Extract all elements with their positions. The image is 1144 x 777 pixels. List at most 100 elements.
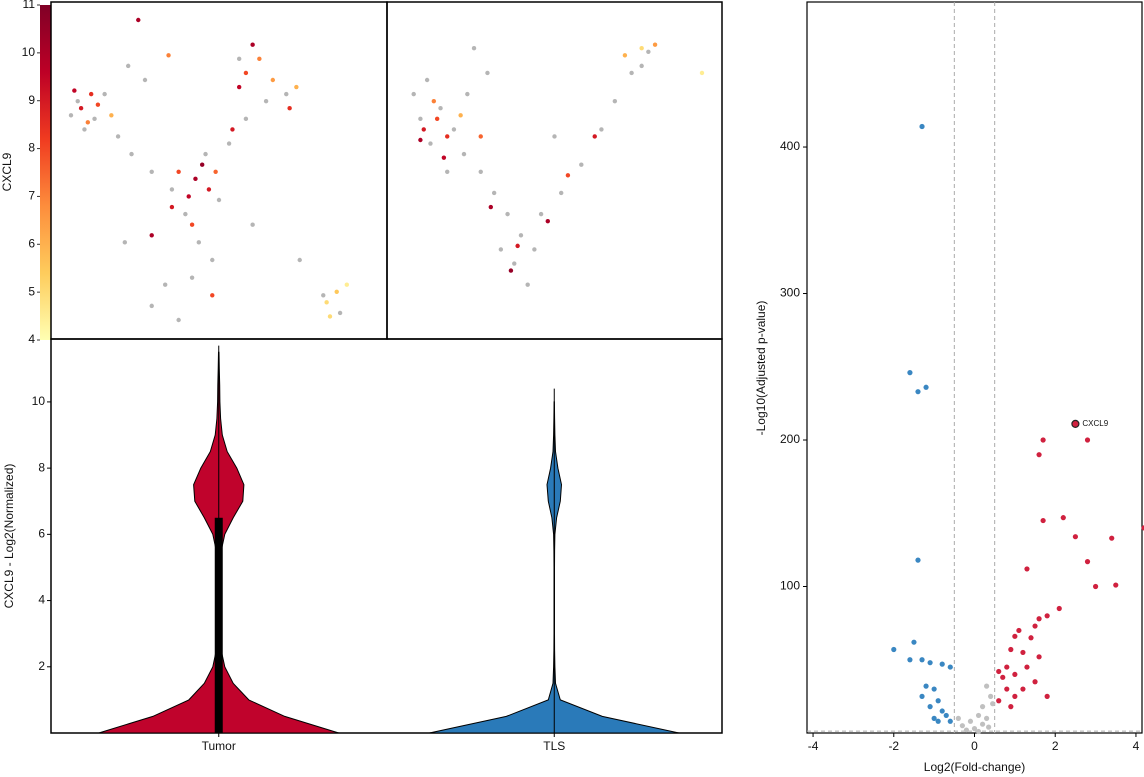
y-tick-label: 200 (780, 432, 800, 446)
gene-point (1084, 559, 1091, 565)
gene-point (959, 723, 965, 729)
gene-point (1024, 664, 1030, 670)
cell-point (532, 247, 537, 252)
gene-point (971, 726, 978, 732)
cell-point (445, 169, 450, 174)
cell-point (337, 310, 343, 316)
cell-point (166, 53, 171, 58)
colorbar-tick-label: 4 (28, 332, 35, 346)
gene-point (911, 639, 917, 645)
gene-point (939, 661, 945, 667)
x-axis-label: Log2(Fold-change) (924, 760, 1025, 774)
cell-point (538, 211, 544, 217)
cell-point (230, 127, 235, 132)
gene-point (1113, 582, 1119, 588)
gene-point (1040, 517, 1046, 524)
gene-point (907, 657, 913, 663)
cell-point (85, 120, 91, 125)
colorbar-tick-label: 10 (22, 45, 36, 59)
cell-point (431, 98, 437, 104)
cell-point (344, 282, 350, 287)
y-tick-label: 300 (780, 286, 800, 300)
cell-point (508, 268, 514, 273)
colorbar-tick-label: 5 (28, 284, 35, 298)
umap-panel (50, 1, 388, 340)
gene-point (1036, 452, 1042, 458)
cell-point (294, 84, 299, 90)
cell-point (149, 233, 154, 238)
gene-point (1141, 525, 1144, 531)
cell-point (176, 317, 181, 323)
cell-point (129, 151, 134, 157)
gene-point (1084, 437, 1091, 443)
gene-point (1008, 646, 1014, 653)
gene-point (1044, 613, 1050, 619)
cell-point (102, 91, 107, 97)
x-tick-label: 4 (1133, 739, 1140, 753)
cell-point (465, 91, 470, 97)
gene-point (1004, 664, 1010, 670)
gene-point (1036, 654, 1042, 660)
gene-point (979, 704, 986, 710)
gene-point (919, 123, 925, 130)
cell-point (491, 190, 497, 196)
cell-point (324, 300, 329, 305)
cell-point (478, 169, 483, 174)
gene-point (935, 698, 941, 704)
gene-point (1032, 679, 1038, 685)
cell-point (263, 98, 269, 104)
gene-point (1060, 515, 1066, 521)
gene-point (927, 660, 933, 666)
cell-point (622, 53, 628, 58)
cell-point (512, 261, 517, 266)
cell-point (125, 63, 131, 69)
x-tick-label: -2 (888, 739, 899, 753)
gene-point (1012, 693, 1018, 699)
gene-point (975, 712, 982, 719)
cell-point (149, 169, 154, 174)
box (214, 517, 223, 733)
cell-point (488, 204, 494, 210)
gene-point (1032, 623, 1038, 629)
gene-point (979, 721, 986, 727)
highlight-point (1071, 419, 1080, 428)
gene-point (919, 657, 925, 663)
y-axis-label: -Log10(Adjusted p-value) (754, 301, 768, 436)
gene-point (1028, 635, 1034, 641)
cell-point (210, 257, 215, 263)
cell-point (525, 282, 530, 287)
gene-point (1012, 671, 1018, 678)
cell-point (424, 77, 430, 83)
umap-panel (386, 1, 723, 340)
gene-point (1072, 534, 1079, 540)
gene-point (1020, 649, 1026, 656)
cell-point (109, 113, 114, 118)
cell-point (193, 176, 198, 182)
gene-point (1020, 686, 1026, 692)
gene-point (986, 724, 992, 730)
cell-point (418, 137, 423, 143)
y-tick-label: 8 (38, 460, 45, 474)
cell-point (284, 91, 289, 97)
cell-point (78, 106, 84, 111)
cell-point (216, 197, 222, 203)
cell-point (579, 162, 584, 167)
cell-point (186, 194, 191, 199)
gene-point (967, 718, 974, 724)
gene-point (1109, 535, 1115, 541)
gene-point (1012, 633, 1018, 639)
cell-point (189, 222, 195, 227)
cell-point (505, 211, 510, 217)
gene-point (975, 728, 982, 735)
cell-point (471, 46, 477, 51)
cell-point (88, 91, 94, 97)
cell-point (226, 141, 232, 146)
cell-point (115, 134, 121, 139)
cell-point (592, 134, 597, 139)
gene-point (919, 693, 925, 699)
cell-point (428, 141, 433, 146)
cell-point (183, 211, 188, 217)
gene-point (935, 718, 941, 724)
y-tick-label: 10 (32, 394, 46, 408)
gene-point (1008, 704, 1014, 710)
